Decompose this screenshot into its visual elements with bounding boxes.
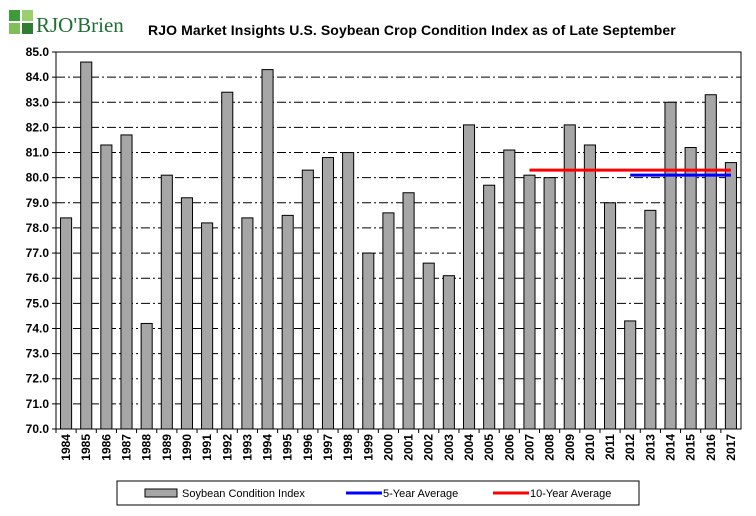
x-tick-label: 1984	[59, 434, 73, 461]
legend: Soybean Condition Index 5-Year Average 10-…	[116, 480, 640, 506]
bar-1999	[362, 252, 375, 430]
bar-2007	[523, 174, 536, 430]
x-tick-label: 2004	[462, 434, 476, 461]
y-tick-label: 77.0	[26, 246, 50, 260]
bar-2011	[604, 202, 617, 430]
bar-1998	[342, 152, 355, 430]
bar-2010	[583, 144, 596, 430]
x-tick-label: 2010	[583, 434, 597, 461]
y-tick-label: 84.0	[26, 70, 50, 84]
x-tick-label: 2011	[603, 434, 617, 460]
x-tick-label: 2013	[643, 434, 657, 461]
x-tick-label: 2008	[543, 434, 557, 461]
y-tick-label: 78.0	[26, 221, 50, 235]
y-tick-label: 81.0	[26, 146, 50, 160]
bar-2012	[624, 320, 637, 430]
x-tick-label: 1995	[281, 434, 295, 461]
x-tick-label: 1992	[220, 434, 234, 461]
bar-2013	[644, 209, 657, 430]
chart-title: RJO Market Insights U.S. Soybean Crop Co…	[148, 22, 676, 38]
x-tick-label: 2017	[724, 434, 738, 461]
bar-2009	[563, 124, 576, 430]
bar-2014	[664, 101, 677, 430]
y-tick-label: 70.0	[26, 422, 50, 436]
rjo-brien-logo: RJO'Brien	[8, 8, 130, 42]
x-tick-label: 1998	[341, 434, 355, 461]
x-tick-label: 1991	[200, 434, 214, 461]
x-tick-label: 1997	[321, 434, 335, 461]
bar-2006	[503, 149, 516, 430]
x-tick-label: 2016	[704, 434, 718, 461]
legend-label-soybean-condition-index: Soybean Condition Index	[182, 488, 305, 500]
x-tick-label: 1988	[140, 434, 154, 461]
x-tick-label: 2007	[522, 434, 536, 461]
logo-text: RJO'Brien	[36, 13, 124, 37]
bar-2005	[483, 184, 496, 430]
bar-1987	[120, 134, 133, 430]
bar-2002	[422, 262, 435, 430]
average-lines	[529, 168, 731, 177]
legend-label-10-year-average: 10-Year Average	[530, 488, 611, 500]
bar-1997	[321, 157, 335, 430]
x-tick-label: 2015	[684, 434, 698, 461]
bar-1989	[160, 174, 173, 430]
plot-area	[55, 51, 742, 430]
y-tick-label: 76.0	[26, 271, 50, 285]
x-tick-label: 2003	[442, 434, 456, 461]
y-tick-label: 72.0	[26, 372, 50, 386]
bar-2001	[402, 192, 415, 430]
bar-2000	[382, 212, 395, 430]
x-tick-label: 1989	[160, 434, 174, 461]
x-tick-label: 2005	[482, 434, 496, 461]
legend-label-5-year-average: 5-Year Average	[383, 488, 458, 500]
bar-series	[60, 61, 737, 430]
y-tick-label: 83.0	[26, 95, 50, 109]
x-tick-label: 2009	[563, 434, 577, 461]
plot-border	[55, 51, 742, 430]
x-tick-label: 2006	[502, 434, 516, 461]
bar-1991	[201, 222, 214, 430]
bar-2017	[724, 162, 737, 430]
y-tick-label: 73.0	[26, 347, 50, 361]
bar-1985	[80, 61, 93, 430]
bar-1984	[60, 217, 73, 430]
x-tick-label: 2002	[422, 434, 436, 461]
x-tick-label: 1985	[79, 434, 93, 461]
legend-swatch-soybean-condition-index	[144, 488, 178, 498]
x-tick-label: 1996	[301, 434, 315, 461]
bar-1992	[221, 91, 234, 430]
x-tick-label: 2000	[381, 434, 395, 461]
y-axis: 70.0 71.0 72.0 73.0 74.0 75.0 76.0 77.0 78.0 79.0…	[26, 45, 56, 436]
bar-1994	[261, 69, 274, 430]
bar-1990	[180, 197, 193, 430]
y-tick-label: 75.0	[26, 296, 50, 310]
y-tick-label: 85.0	[26, 45, 50, 59]
bar-1988	[140, 322, 153, 430]
x-axis: 1984 1985 1986 1987 1988 1989 1990 1991 1992 1993…	[55, 429, 738, 461]
x-tick-label: 2012	[623, 434, 637, 461]
bar-2015	[684, 147, 697, 430]
bar-2004	[462, 124, 476, 430]
y-tick-label: 82.0	[26, 120, 50, 134]
bar-2016	[704, 94, 717, 430]
x-tick-label: 1990	[180, 434, 194, 461]
y-tick-label: 80.0	[26, 171, 50, 185]
bar-1993	[241, 217, 254, 430]
bar-2003	[442, 275, 455, 430]
y-tick-label: 71.0	[26, 397, 50, 411]
y-tick-label: 79.0	[26, 196, 50, 210]
x-tick-label: 2001	[402, 434, 416, 461]
x-tick-label: 1994	[261, 434, 275, 461]
x-tick-label: 1986	[99, 434, 113, 461]
y-tick-label: 74.0	[26, 321, 50, 335]
x-tick-label: 1999	[361, 434, 375, 461]
bar-1986	[100, 144, 113, 430]
bar-1995	[281, 214, 294, 430]
bar-2008	[543, 177, 556, 430]
x-tick-label: 2014	[663, 434, 677, 461]
x-tick-label: 1987	[120, 434, 134, 461]
x-tick-label: 1993	[240, 434, 254, 461]
bar-1996	[301, 169, 314, 430]
